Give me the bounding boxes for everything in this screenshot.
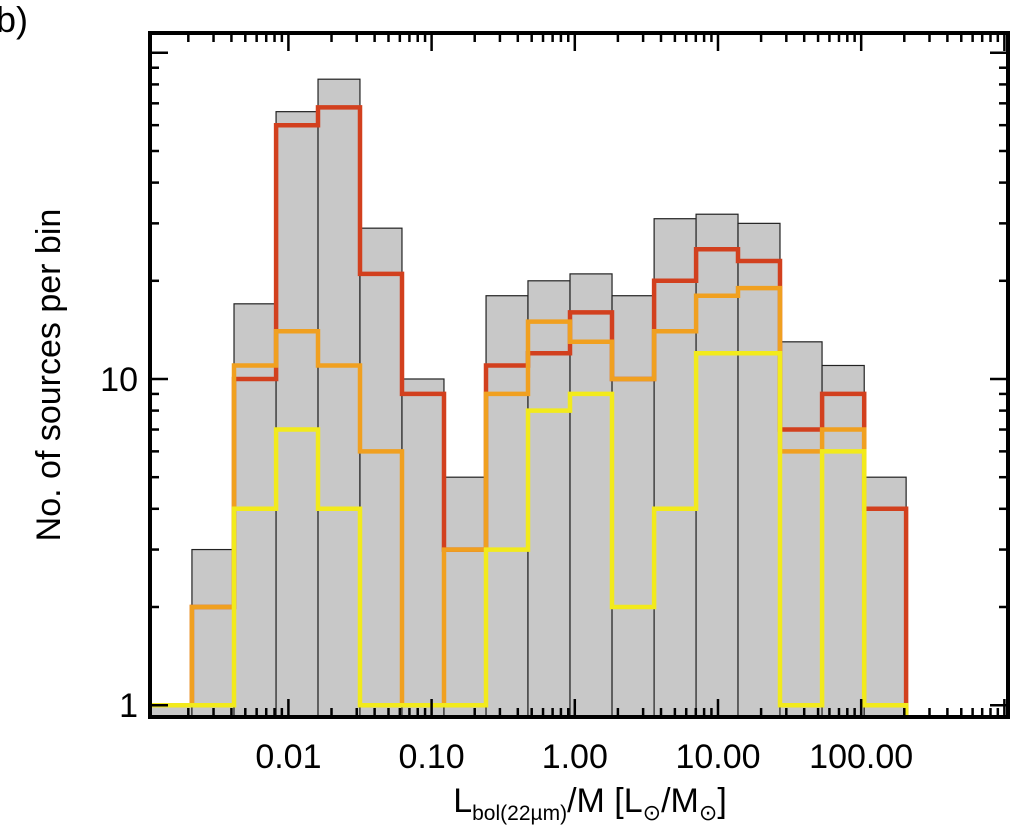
x-tick-label: 100.00 xyxy=(809,738,913,776)
x-tick-label: 0.01 xyxy=(255,738,321,776)
histogram-bar xyxy=(653,218,697,718)
x-tick-labels: 0.01 0.10 1.00 10.00 100.00 xyxy=(255,738,913,776)
panel-label: b) xyxy=(0,0,28,40)
y-tick-labels: 1 10 xyxy=(100,361,138,725)
histogram-bar xyxy=(401,378,445,718)
y-tick-label: 1 xyxy=(119,687,138,725)
y-axis-label: No. of sources per bin xyxy=(30,209,68,542)
histogram-bars xyxy=(149,78,907,718)
histogram-bar xyxy=(275,111,319,718)
histogram-bar xyxy=(863,476,907,718)
histogram-step-lines xyxy=(150,105,909,717)
histogram-bar xyxy=(527,280,571,718)
x-tick-label: 0.10 xyxy=(399,738,465,776)
x-tick-label: 10.00 xyxy=(675,738,760,776)
histogram-bar xyxy=(611,295,655,718)
x-axis-label: Lbol(22µm)/M [L⊙/M⊙] xyxy=(453,782,727,825)
histogram-bar xyxy=(191,548,235,718)
histogram-bar xyxy=(695,213,739,718)
yellow-step-series xyxy=(150,350,909,717)
x-axis-label-prefix: L xyxy=(453,782,472,820)
histogram-bar xyxy=(821,364,865,718)
histogram-bar xyxy=(485,295,529,718)
plot-frame xyxy=(148,31,1010,719)
histogram-bar xyxy=(317,78,361,718)
x-axis-label-sun-2: ⊙ xyxy=(699,800,717,825)
x-tick-label: 1.00 xyxy=(542,738,608,776)
x-axis-label-suffix: ] xyxy=(717,782,726,820)
axis-ticks xyxy=(150,33,1008,717)
x-axis-label-slash: /M xyxy=(661,782,699,820)
histogram-bar xyxy=(443,476,487,718)
histogram-bar xyxy=(779,341,823,718)
histogram-bar xyxy=(359,227,403,718)
histogram-bar xyxy=(737,222,781,718)
x-axis-label-sun-1: ⊙ xyxy=(643,800,661,825)
y-tick-label: 10 xyxy=(100,361,138,399)
x-axis-label-subscript: bol(22µm) xyxy=(472,802,567,825)
x-axis-label-mid: /M [L xyxy=(567,782,643,820)
